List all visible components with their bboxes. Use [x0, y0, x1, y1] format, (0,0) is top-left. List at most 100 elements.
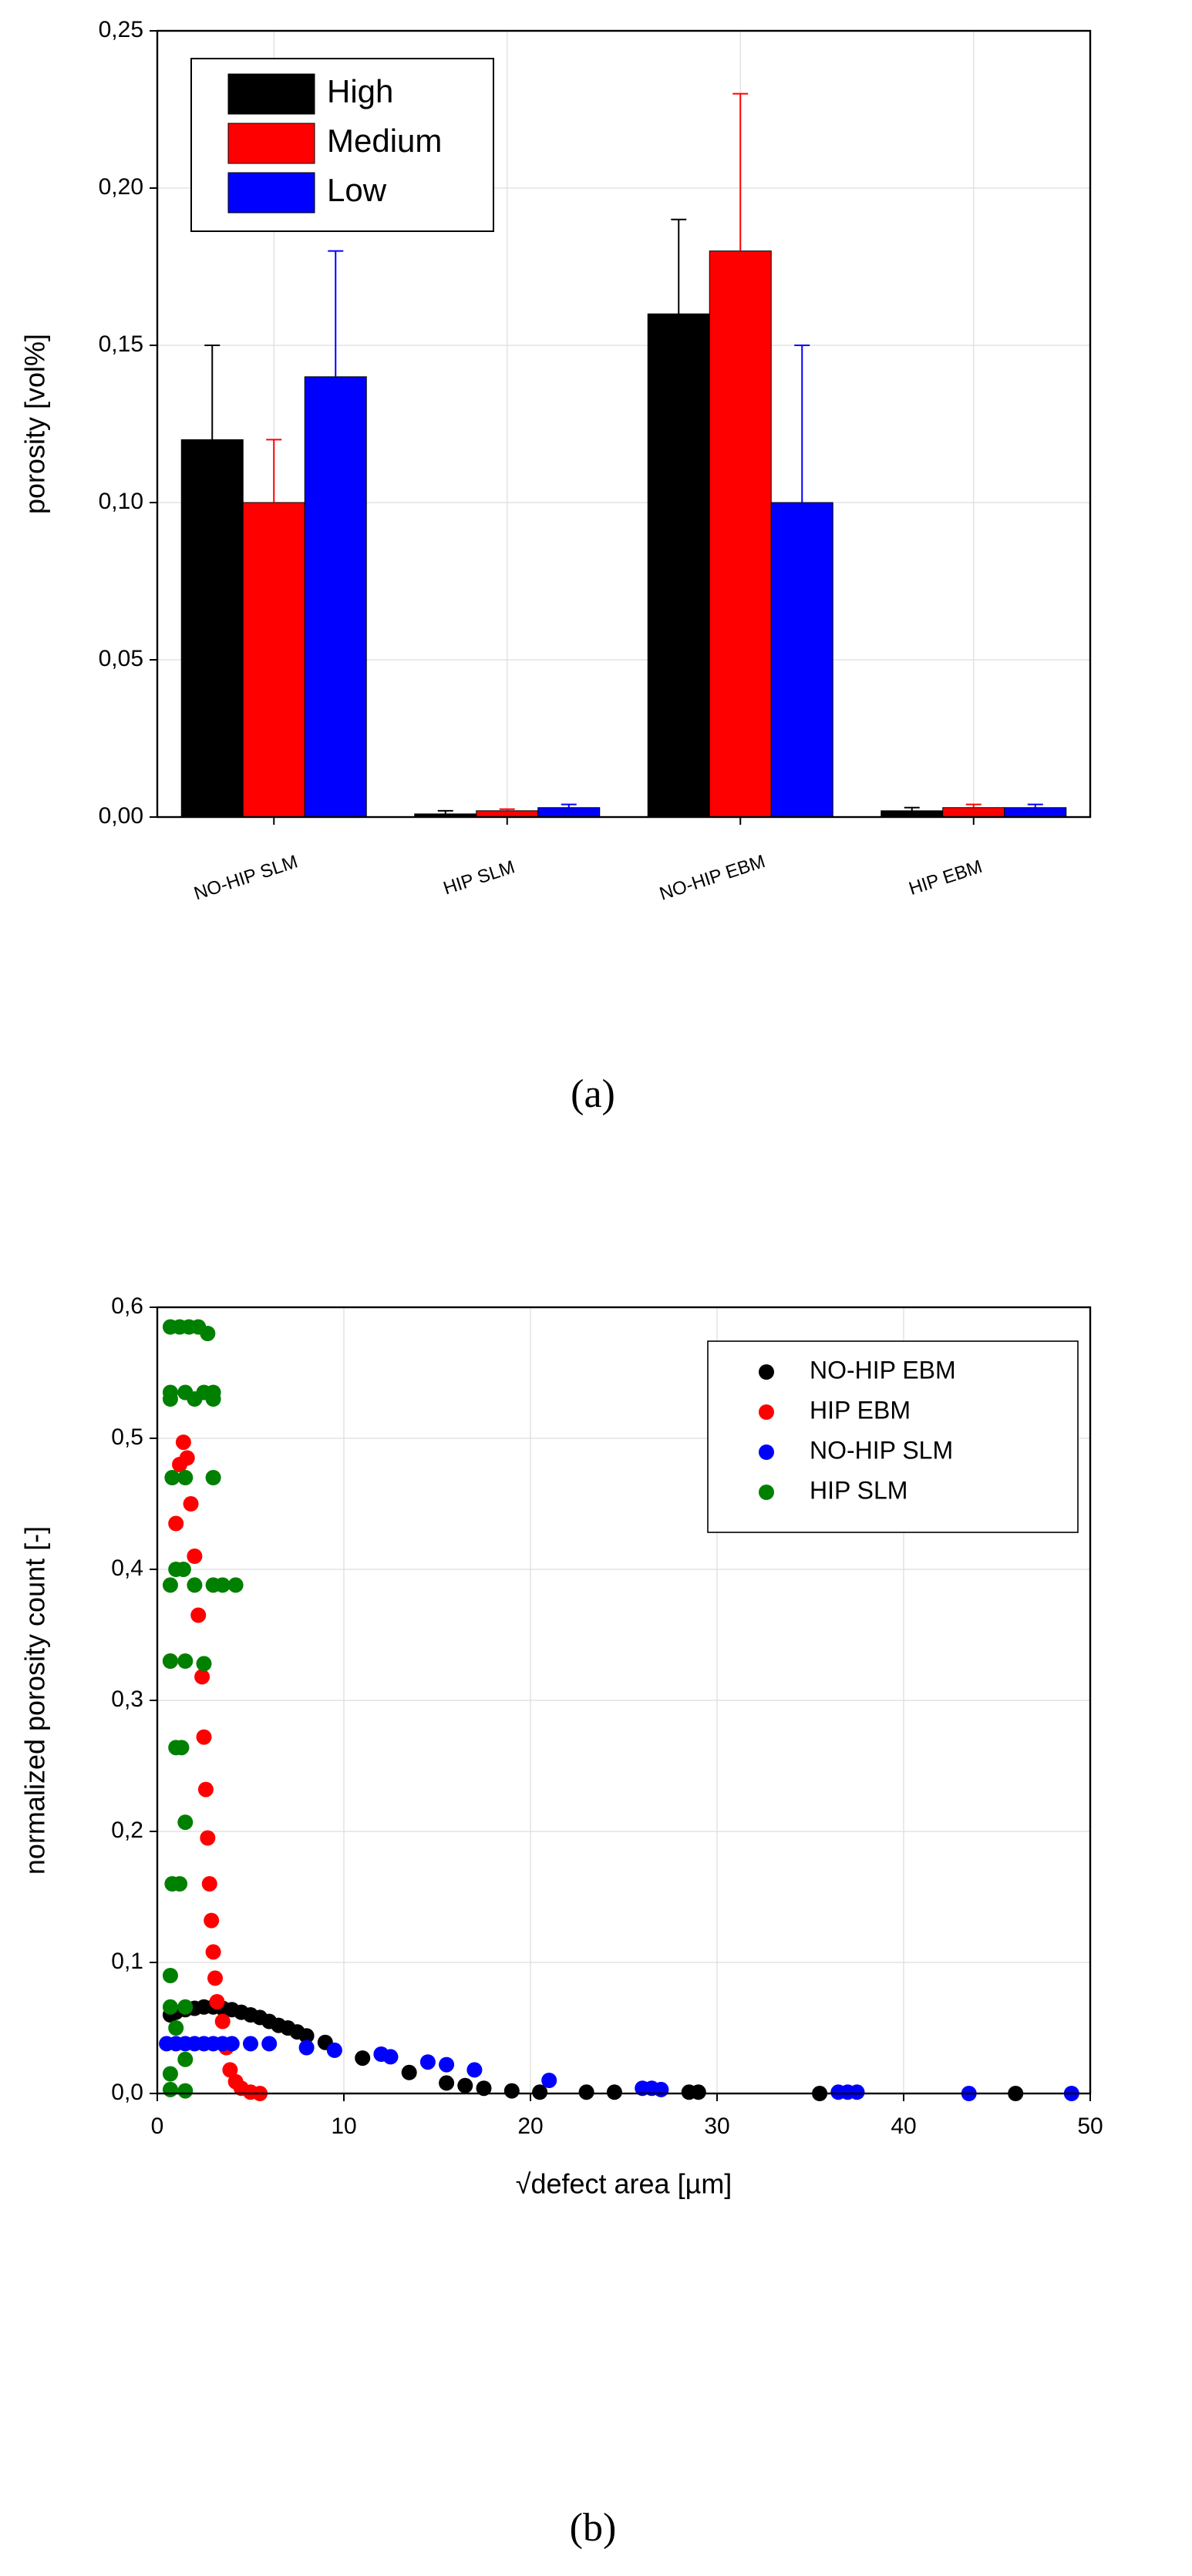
y-tick-label: 0,25 — [99, 17, 143, 42]
y-tick-label: 0,3 — [111, 1687, 143, 1712]
legend-swatch — [227, 73, 315, 115]
error-bar — [437, 809, 453, 814]
bar — [304, 376, 367, 818]
x-tick-label: 20 — [517, 2114, 543, 2139]
x-tick-label: NO-HIP EBM — [657, 851, 768, 905]
point — [162, 1999, 178, 2015]
x-tick-label: 50 — [1077, 2114, 1103, 2139]
legend-swatch — [227, 123, 315, 164]
point — [187, 1549, 203, 1564]
point — [179, 1450, 195, 1466]
point — [298, 2028, 315, 2044]
point — [457, 2077, 473, 2093]
point — [227, 1577, 244, 1593]
caption: (b) — [570, 2506, 617, 2550]
bar — [647, 313, 710, 818]
y-tick-label: 0,20 — [99, 174, 143, 200]
point — [355, 2050, 371, 2067]
point — [200, 1326, 216, 1341]
y-tick-label: 0,2 — [111, 1818, 143, 1843]
error-bar — [561, 803, 577, 808]
legend-label: NO-HIP SLM — [810, 1436, 953, 1464]
point — [162, 1391, 178, 1407]
point — [168, 2020, 184, 2036]
point — [209, 1994, 225, 2009]
point — [177, 1470, 194, 1485]
point — [201, 1876, 217, 1892]
error-bar — [904, 806, 920, 811]
point — [382, 2049, 399, 2065]
bar — [881, 810, 944, 818]
point — [187, 1391, 203, 1407]
error-bar — [328, 250, 344, 377]
x-tick-label: HIP EBM — [907, 856, 985, 900]
point — [476, 2080, 492, 2097]
point — [224, 2036, 240, 2052]
point — [849, 2084, 865, 2100]
y-tick-label: 0,15 — [99, 331, 143, 357]
error-bar — [204, 345, 221, 440]
point — [606, 2084, 622, 2100]
error-bar — [965, 803, 982, 808]
point — [162, 1577, 178, 1593]
legend-label: High — [327, 73, 393, 109]
point — [175, 1562, 191, 1577]
point — [196, 1656, 212, 1672]
legend-marker — [759, 1444, 774, 1460]
error-bar — [1027, 803, 1043, 808]
point — [197, 1781, 214, 1797]
point — [164, 1470, 180, 1485]
point — [261, 2036, 278, 2052]
point — [205, 1470, 221, 1485]
point — [439, 2075, 455, 2091]
point — [177, 2051, 194, 2067]
point — [177, 1999, 194, 2015]
caption: (a) — [571, 1072, 615, 1116]
point — [162, 2066, 178, 2082]
x-tick-label: 40 — [891, 2114, 916, 2139]
bar — [942, 807, 1005, 818]
bar — [1004, 807, 1067, 818]
y-tick-label: 0,10 — [99, 489, 143, 514]
x-tick-label: NO-HIP SLM — [191, 851, 300, 904]
y-tick-label: 0,4 — [111, 1555, 143, 1581]
legend-label: HIP SLM — [810, 1476, 907, 1504]
point — [207, 1970, 224, 1986]
point — [168, 1515, 184, 1532]
bar — [709, 251, 772, 818]
plot-frame — [156, 29, 1092, 819]
point — [439, 2056, 455, 2073]
point — [298, 2040, 315, 2056]
y-tick-label: 0,05 — [99, 646, 143, 671]
point — [419, 2054, 436, 2070]
point — [222, 2062, 238, 2078]
legend-label: Medium — [327, 123, 442, 159]
point — [503, 2083, 520, 2099]
point — [183, 1496, 199, 1512]
error-bar — [671, 218, 687, 314]
legend-marker — [759, 1485, 774, 1500]
point — [466, 2062, 483, 2078]
point — [578, 2084, 594, 2100]
point — [204, 1912, 220, 1929]
y-tick-label: 0,6 — [111, 1293, 143, 1319]
point — [173, 1740, 190, 1756]
point — [190, 1607, 207, 1623]
point — [162, 2081, 178, 2097]
legend-marker — [759, 1364, 774, 1380]
bar — [476, 810, 539, 818]
point — [187, 1577, 203, 1593]
plot-frame — [156, 1306, 1092, 2095]
point — [177, 1653, 194, 1669]
point — [214, 1577, 231, 1593]
point — [243, 2036, 258, 2052]
point — [205, 1944, 221, 1960]
x-axis-label: √defect area [µm] — [516, 2168, 732, 2200]
point — [326, 2042, 342, 2058]
y-axis-label: normalized porosity count [-] — [19, 1526, 51, 1875]
legend-label: Low — [327, 172, 387, 208]
bar — [242, 502, 305, 818]
bar — [180, 439, 244, 818]
point — [172, 1876, 188, 1892]
